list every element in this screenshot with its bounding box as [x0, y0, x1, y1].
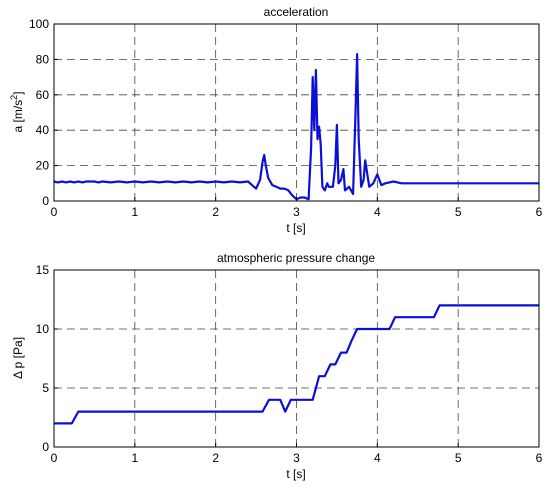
acceleration-xtick-label: 4: [374, 205, 381, 219]
pressure-series: [54, 304, 539, 425]
acceleration-xtick-label: 1: [131, 205, 138, 219]
acceleration-xtick-label: 5: [455, 205, 462, 219]
acceleration-ylabel-sup: 2: [9, 95, 19, 100]
acceleration-series: [53, 52, 539, 201]
pressure-xtick-label: 5: [455, 451, 462, 465]
pressure-series-line: [54, 304, 539, 425]
pressure-xtick-label: 4: [374, 451, 381, 465]
acceleration-xlabel: t [s]: [286, 221, 305, 235]
acceleration-ytick-label: 40: [36, 123, 50, 137]
acceleration-xtick-label: 2: [212, 205, 219, 219]
acceleration-ylabel: a [m/s2]: [9, 91, 25, 132]
pressure-ylabel: Δ p [Pa]: [11, 337, 25, 379]
pressure-ticks: 0 1 2 3 4 5 6 0 5 10 15: [36, 263, 543, 465]
pressure-xtick-label: 0: [51, 451, 58, 465]
acceleration-ytick-label: 100: [29, 17, 49, 31]
acceleration-ylabel-suffix: ]: [11, 91, 25, 94]
acceleration-ytick-label: 60: [36, 88, 50, 102]
acceleration-xtick-label: 6: [536, 205, 543, 219]
acceleration-ylabel-prefix: a [m/s: [11, 100, 25, 133]
acceleration-grid: [54, 24, 539, 201]
pressure-ytick-label: 0: [42, 440, 49, 454]
pressure-xtick-label: 1: [131, 451, 138, 465]
acceleration-title: acceleration: [264, 5, 329, 19]
pressure-xlabel: t [s]: [286, 467, 305, 481]
pressure-ytick-label: 5: [42, 381, 49, 395]
acceleration-xtick-label: 3: [293, 205, 300, 219]
pressure-title: atmospheric pressure change: [217, 251, 375, 265]
acceleration-series-line: [53, 52, 539, 201]
acceleration-axes-box: [53, 23, 540, 202]
pressure-ytick-label: 15: [36, 263, 50, 277]
acceleration-ytick-label: 80: [36, 52, 50, 66]
pressure-plot: atmospheric pressure change 0 1 2 3 4 5 6 0 5 10 1…: [11, 251, 543, 481]
pressure-grid: [54, 270, 539, 447]
pressure-xtick-label: 3: [293, 451, 300, 465]
acceleration-ytick-label: 20: [36, 159, 50, 173]
acceleration-ytick-label: 0: [42, 194, 49, 208]
pressure-ytick-label: 10: [36, 322, 50, 336]
pressure-xtick-label: 6: [536, 451, 543, 465]
pressure-axes-box: [53, 269, 540, 448]
pressure-xtick-label: 2: [212, 451, 219, 465]
acceleration-xtick-label: 0: [51, 205, 58, 219]
